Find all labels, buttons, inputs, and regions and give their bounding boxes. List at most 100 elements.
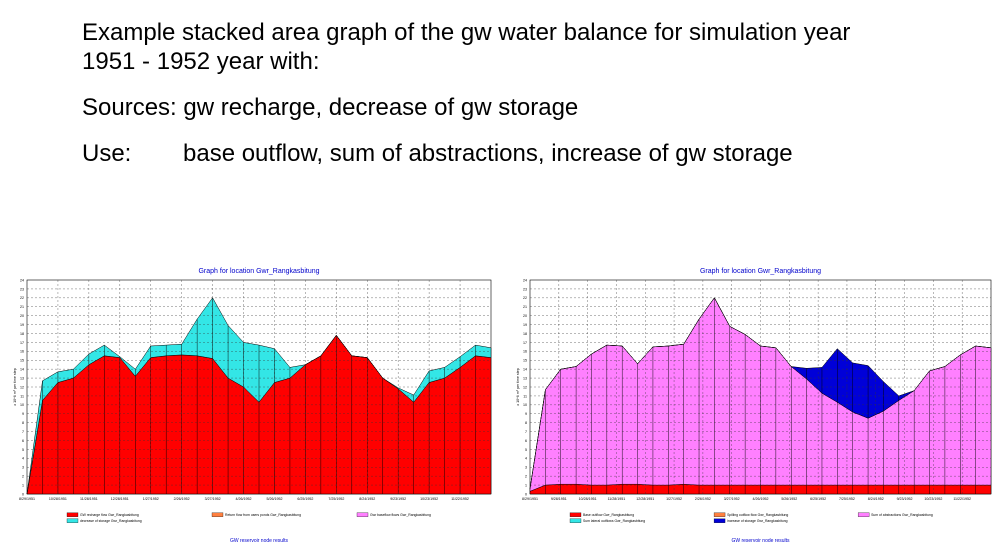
chart-0-xtick-label: 1/27/1952 <box>143 497 159 501</box>
chart-0-xtick-label: 8/24/1952 <box>359 497 375 501</box>
chart-1-xtick-label: 11/22/1952 <box>953 497 971 501</box>
chart-1-xtick-label: 9/28/1951 <box>551 497 567 501</box>
chart-0-xtick-label: 8/29/1951 <box>19 497 35 501</box>
use-text: base outflow, sum of abstractions, incre… <box>183 140 793 167</box>
chart-0-xtick-label: 3/27/1952 <box>205 497 221 501</box>
chart-1-legend-label: Base outflow Gwr_Rangkasbitung <box>583 513 634 517</box>
chart-1-ytick-label: 2 <box>525 475 527 479</box>
chart-1-legend-label: Spilling outflow flow Gwr_Rangkasbitung <box>727 513 788 517</box>
chart-0-ytick-label: 4 <box>22 457 24 461</box>
chart-0-ytick-label: 1 <box>22 483 24 487</box>
chart-1-ytick-label: 9 <box>525 412 527 416</box>
chart-1-xtick-label: 7/25/1952 <box>839 497 855 501</box>
chart-1-ytick-label: 22 <box>523 296 527 300</box>
chart-1-legend-label: Sum lateral outflows Gwr_Rangkasbitung <box>583 519 645 523</box>
chart-0-xtick-label: 2/26/1952 <box>174 497 190 501</box>
chart-0-legend-swatch <box>211 512 224 517</box>
chart-1-ytick-label: 7 <box>525 430 527 434</box>
chart-0-footer: GW reservoir node results <box>230 538 289 544</box>
chart-0-ytick-label: 15 <box>20 359 24 363</box>
chart-1-xtick-label: 1/27/1952 <box>666 497 682 501</box>
chart-1-ylabel: x 10^6 m³ per time step <box>516 368 520 405</box>
chart-0-xtick-label: 10/23/1952 <box>420 497 438 501</box>
chart-0-ytick-label: 23 <box>20 287 24 291</box>
chart-left: Graph for location Gwr_Rangkasbitung 0 1 2 3… <box>5 262 495 552</box>
chart-0-legend-label: GW recharge flow Gwr_Rangkasbitung <box>80 513 139 517</box>
chart-1-legend-swatch <box>857 512 870 517</box>
chart-0-ytick-label: 18 <box>20 332 24 336</box>
chart-0-ytick-label: 20 <box>20 314 24 318</box>
chart-0-xtick-label: 10/28/1951 <box>49 497 67 501</box>
chart-1-xtick-label: 9/23/1952 <box>897 497 913 501</box>
sources-line: Sources: gw recharge, decrease of gw sto… <box>82 94 579 121</box>
chart-0-xtick-label: 4/26/1952 <box>236 497 252 501</box>
chart-0-ytick-label: 16 <box>20 350 24 354</box>
chart-1-ytick-label: 18 <box>523 332 527 336</box>
chart-1-ytick-label: 19 <box>523 323 527 327</box>
chart-0-ytick-label: 0 <box>22 492 24 496</box>
chart-0-ytick-label: 2 <box>22 475 24 479</box>
chart-0-ylabel: x 10^6 m³ per time step <box>13 368 17 405</box>
chart-0-ytick-label: 5 <box>22 448 24 452</box>
chart-1-xtick-label: 6/25/1952 <box>810 497 826 501</box>
chart-0-xtick-label: 12/28/1951 <box>111 497 129 501</box>
chart-1-ytick-label: 1 <box>525 483 527 487</box>
chart-1-xtick-label: 10/28/1951 <box>579 497 597 501</box>
chart-0-ytick-label: 10 <box>20 403 24 407</box>
chart-0-xtick-label: 11/28/1951 <box>80 497 98 501</box>
chart-0-legend-label: decrease of storage Gwr_Rangkasbitung <box>80 519 142 523</box>
chart-1-legend-label: Sum of abstractions Gwr_Rangkasbitung <box>871 513 933 517</box>
chart-1-ytick-label: 8 <box>525 421 527 425</box>
chart-1-ytick-label: 11 <box>523 394 527 398</box>
chart-1-xtick-label: 5/26/1952 <box>781 497 797 501</box>
chart-1-legend-label: increase of storage Gwr_Rangkasbitung <box>727 519 788 523</box>
chart-right: Graph for location Gwr_Rangkasbitung 0 1 2 3… <box>510 262 1000 552</box>
slide-title-line-1: Example stacked area graph of the gw wat… <box>82 19 851 46</box>
chart-0-title: Graph for location Gwr_Rangkasbitung <box>198 268 319 275</box>
chart-1-xtick-label: 12/28/1951 <box>636 497 654 501</box>
chart-0-legend-label: Return flow from users ponds Gwr_Rangkas… <box>225 513 301 517</box>
chart-0-legend-swatch <box>356 512 369 517</box>
chart-1-xtick-label: 4/26/1952 <box>753 497 769 501</box>
chart-0-legend-label: Gwr baseflow flows Gwr_Rangkasbitung <box>370 513 431 517</box>
chart-1-title: Graph for location Gwr_Rangkasbitung <box>700 268 821 275</box>
chart-1-ytick-label: 5 <box>525 448 527 452</box>
chart-1-xtick-label: 8/29/1951 <box>522 497 538 501</box>
chart-1-ytick-label: 14 <box>523 368 527 372</box>
chart-0-ytick-label: 24 <box>20 278 24 282</box>
chart-0-ytick-label: 9 <box>22 412 24 416</box>
chart-0-ytick-label: 12 <box>20 385 24 389</box>
chart-1-ytick-label: 24 <box>523 278 527 282</box>
chart-right-svg: Graph for location Gwr_Rangkasbitung0123… <box>516 268 992 544</box>
chart-1-xtick-label: 11/28/1951 <box>608 497 626 501</box>
chart-1-ytick-label: 13 <box>523 376 527 380</box>
chart-1-xtick-label: 2/26/1952 <box>695 497 711 501</box>
chart-1-ytick-label: 15 <box>523 359 527 363</box>
chart-left-svg: Graph for location Gwr_Rangkasbitung0123… <box>13 268 492 544</box>
chart-0-legend-swatch <box>66 518 79 523</box>
chart-0-ytick-label: 22 <box>20 296 24 300</box>
chart-1-ytick-label: 20 <box>523 314 527 318</box>
chart-0-ytick-label: 13 <box>20 376 24 380</box>
chart-1-ytick-label: 3 <box>525 466 527 470</box>
chart-1-legend-swatch <box>569 518 582 523</box>
chart-0-ytick-label: 11 <box>20 394 24 398</box>
chart-0-xtick-label: 7/25/1952 <box>328 497 344 501</box>
chart-1-ytick-label: 4 <box>525 457 527 461</box>
chart-1-legend-swatch <box>569 512 582 517</box>
chart-1-xtick-label: 8/24/1952 <box>868 497 884 501</box>
chart-0-ytick-label: 21 <box>20 305 24 309</box>
chart-1-legend-swatch <box>713 512 726 517</box>
chart-0-ytick-label: 14 <box>20 368 24 372</box>
chart-1-ytick-label: 21 <box>523 305 527 309</box>
chart-0-xtick-label: 9/23/1952 <box>390 497 406 501</box>
chart-1-footer: GW reservoir node results <box>731 538 790 544</box>
chart-0-legend-swatch <box>66 512 79 517</box>
chart-1-xtick-label: 3/27/1952 <box>724 497 740 501</box>
chart-1-ytick-label: 0 <box>525 492 527 496</box>
use-label: Use: <box>82 140 132 167</box>
chart-1-ytick-label: 6 <box>525 439 527 443</box>
chart-0-xtick-label: 11/22/1952 <box>451 497 469 501</box>
chart-1-ytick-label: 12 <box>523 385 527 389</box>
chart-0-ytick-label: 3 <box>22 466 24 470</box>
